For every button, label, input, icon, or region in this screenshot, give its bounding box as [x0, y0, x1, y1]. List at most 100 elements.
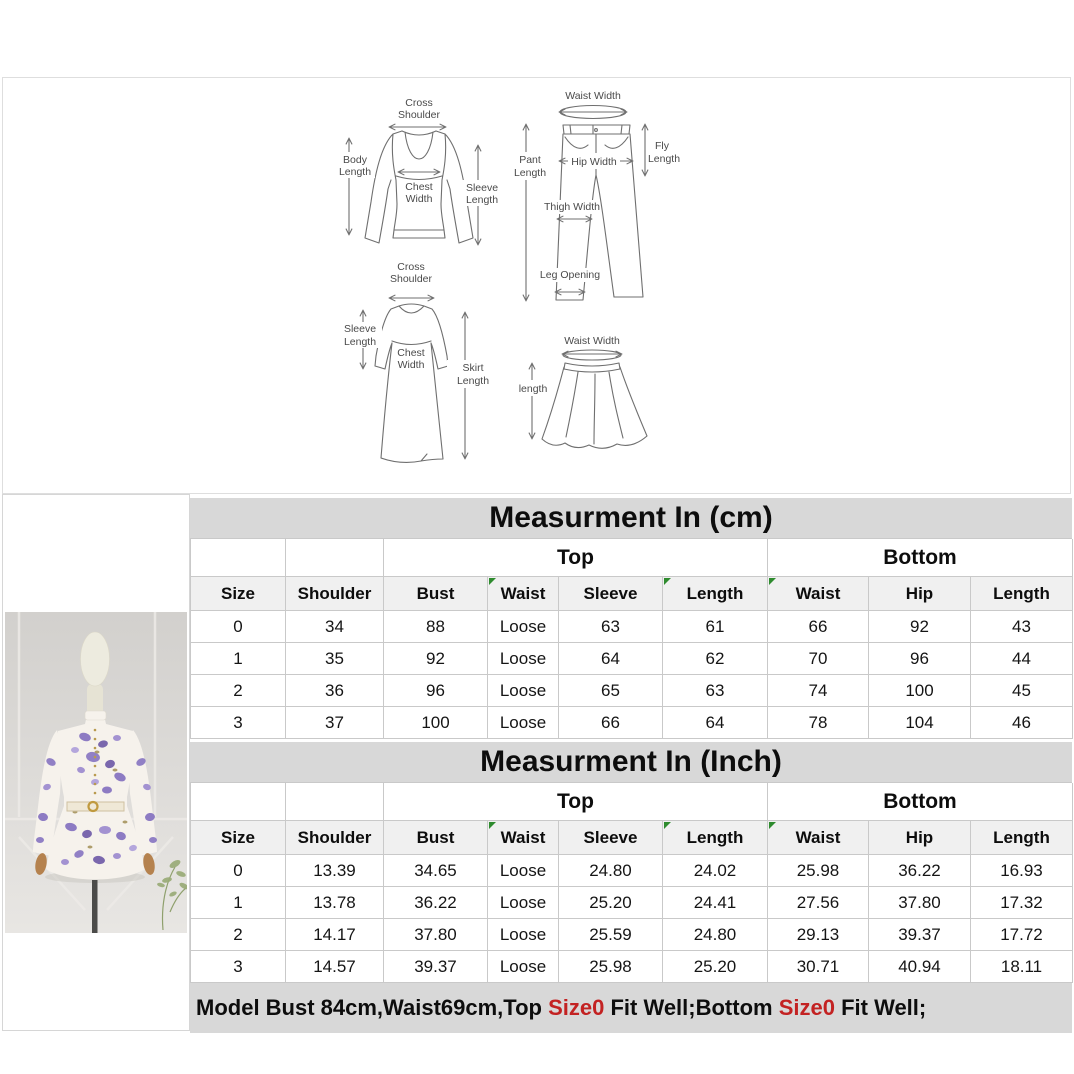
skirt-measure-diagram: Waist Width length [513, 335, 648, 449]
table-cell: 92 [869, 611, 971, 643]
column-header: Hip [869, 577, 971, 611]
table-title-inch: Measurment In (Inch) [190, 742, 1072, 782]
table-cell: 64 [663, 707, 768, 739]
table-cell: 3 [191, 951, 286, 983]
svg-text:Length: Length [514, 167, 546, 179]
model-fit-note: Model Bust 84cm,Waist69cm,Top Size0 Fit … [196, 995, 926, 1021]
column-header-label: Waist [500, 583, 546, 603]
shirt-outline [364, 130, 474, 244]
mannequin-head [80, 631, 110, 718]
table-cell: 25.20 [663, 951, 768, 983]
svg-text:Width: Width [398, 359, 425, 371]
dress-chest-width-label: Chest [397, 347, 425, 359]
floral-outfit [33, 710, 157, 880]
column-header: Length [663, 577, 768, 611]
table-cell: 13.78 [286, 887, 384, 919]
table-cell: 0 [191, 611, 286, 643]
table-cell: 43 [971, 611, 1073, 643]
table-cell: 25.98 [768, 855, 869, 887]
comment-indicator-icon [769, 822, 776, 829]
table-cell: 24.80 [559, 855, 663, 887]
fit-note-text: Fit Well;Bottom [604, 995, 779, 1020]
table-cell: 16.93 [971, 855, 1073, 887]
belt-buckle [87, 800, 99, 813]
table-cell: 40.94 [869, 951, 971, 983]
table-cell: 18.11 [971, 951, 1073, 983]
table-cell: 96 [384, 675, 488, 707]
table-cell: 0 [191, 855, 286, 887]
table-cell: 37 [286, 707, 384, 739]
table-cell: 37.80 [384, 919, 488, 951]
mannequin-stand-pole [92, 880, 98, 933]
floral-print [36, 732, 157, 865]
table-cell: 96 [869, 643, 971, 675]
table-cell: 36.22 [869, 855, 971, 887]
column-header: Bust [384, 577, 488, 611]
column-header-label: Waist [795, 583, 841, 603]
mannequin-hands [35, 853, 155, 875]
svg-text:Length: Length [466, 194, 498, 206]
pants-hip-width-label: Hip Width [571, 156, 617, 168]
table-cell: 74 [768, 675, 869, 707]
column-header: Sleeve [559, 821, 663, 855]
pants-measure-diagram: Waist Width Hip Width Pant Length Fly Le… [512, 90, 684, 314]
table-cell: 27.56 [768, 887, 869, 919]
belt [66, 800, 125, 813]
group-cell-empty [286, 539, 384, 577]
dress-sleeve-length-label: Sleeve [344, 323, 376, 335]
skirt-outline [541, 362, 648, 449]
product-photo-panel [2, 494, 190, 1031]
fit-note-text: Model Bust 84cm,Waist69cm,Top [196, 995, 549, 1020]
svg-text:Length: Length [344, 336, 376, 348]
column-header: Shoulder [286, 577, 384, 611]
table-cell: 61 [663, 611, 768, 643]
table-cell: 36 [286, 675, 384, 707]
dress-outline [374, 303, 449, 464]
comment-indicator-icon [489, 822, 496, 829]
svg-text:Length: Length [339, 166, 371, 178]
table-cell: 2 [191, 919, 286, 951]
table-cell: 25.20 [559, 887, 663, 919]
table-cell: 64 [559, 643, 663, 675]
table-cell: 29.13 [768, 919, 869, 951]
table-cell: 65 [559, 675, 663, 707]
product-photo-image [5, 612, 187, 933]
table-cell: 25.59 [559, 919, 663, 951]
group-header-top: Top [384, 539, 768, 577]
column-header: Length [971, 821, 1073, 855]
column-header: Hip [869, 821, 971, 855]
column-header: Bust [384, 821, 488, 855]
table-cell: Loose [488, 919, 559, 951]
table-cell: 25.98 [559, 951, 663, 983]
button-row [93, 728, 97, 795]
table-cell: 14.57 [286, 951, 384, 983]
group-cell-empty [286, 783, 384, 821]
table-cell: 45 [971, 675, 1073, 707]
table-cell: 13.39 [286, 855, 384, 887]
svg-text:Shoulder: Shoulder [390, 273, 433, 285]
column-header: Length [663, 821, 768, 855]
group-header-top: Top [384, 783, 768, 821]
table-cell: Loose [488, 951, 559, 983]
table-cell: 63 [663, 675, 768, 707]
comment-indicator-icon [664, 822, 671, 829]
table-cell: 39.37 [869, 919, 971, 951]
table-cell: 17.72 [971, 919, 1073, 951]
table-cell: Loose [488, 643, 559, 675]
comment-indicator-icon [769, 578, 776, 585]
svg-text:Width: Width [406, 193, 433, 205]
dress-skirt-length-label: Skirt [463, 362, 484, 374]
shirt-cross-shoulder-label: Cross [405, 97, 432, 109]
table-cell: Loose [488, 611, 559, 643]
column-header-label: Waist [500, 827, 546, 847]
pants-thigh-width-label: Thigh Width [544, 201, 600, 213]
pants-waist-width-label: Waist Width [565, 90, 621, 102]
table-cell: 78 [768, 707, 869, 739]
fit-note-size-top: Size0 [548, 995, 605, 1020]
column-header: Shoulder [286, 821, 384, 855]
table-cell: 34 [286, 611, 384, 643]
table-cell: 24.41 [663, 887, 768, 919]
group-header-bottom: Bottom [768, 783, 1073, 821]
table-cell: 24.02 [663, 855, 768, 887]
